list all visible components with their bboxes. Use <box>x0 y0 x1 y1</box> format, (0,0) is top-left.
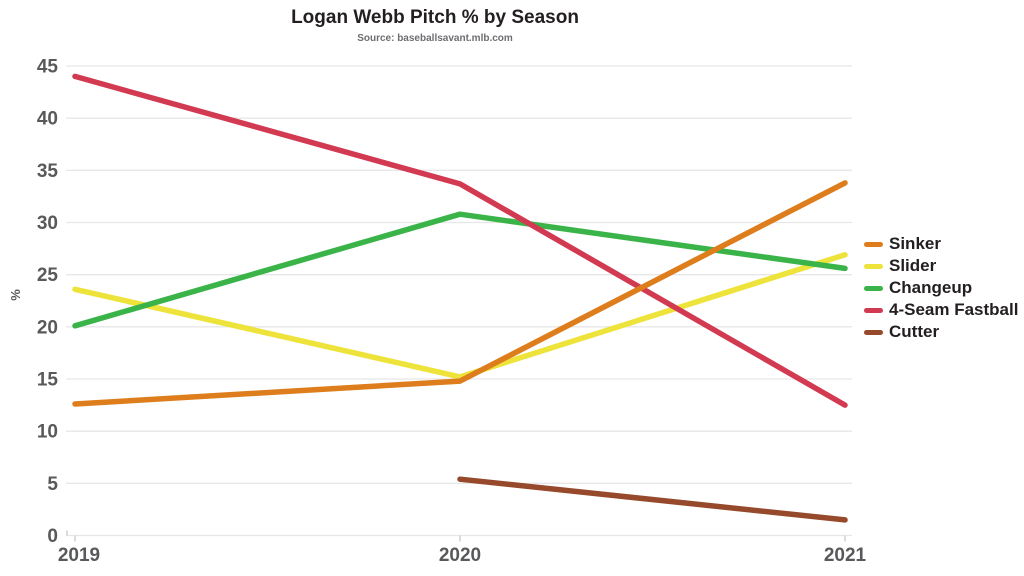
x-tick-label-2021: 2021 <box>824 545 867 566</box>
x-tick-label-2019: 2019 <box>58 545 100 566</box>
legend-item-changeup: Changeup <box>864 277 1018 299</box>
y-tick-label-5: 5 <box>47 474 58 495</box>
legend-label-slider: Slider <box>889 256 937 275</box>
legend-label-4-seam-fastball: 4-Seam Fastball <box>889 300 1019 319</box>
y-tick-label-25: 25 <box>37 265 59 286</box>
series-line-changeup <box>72 211 848 329</box>
y-tick-label-15: 15 <box>37 370 59 391</box>
legend-item-sinker: Sinker <box>864 233 1018 255</box>
legend-item-4-seam-fastball: 4-Seam Fastball <box>864 299 1018 321</box>
chart-title: Logan Webb Pitch % by Season <box>291 7 579 28</box>
legend-swatch-sinker <box>864 241 883 247</box>
series-line-4-seam-fastball <box>72 73 848 408</box>
y-tick-label-0: 0 <box>47 526 58 547</box>
y-tick-label-10: 10 <box>37 422 58 443</box>
x-tick-label-2020: 2020 <box>439 545 481 566</box>
y-tick-label-30: 30 <box>37 213 58 234</box>
legend-item-cutter: Cutter <box>864 321 1018 343</box>
legend: Sinker Slider Changeup 4-Seam Fastball Cutte… <box>864 233 1018 343</box>
series-line-cutter <box>457 476 848 523</box>
series-line-sinker <box>72 180 848 407</box>
y-tick-label-20: 20 <box>37 317 58 338</box>
legend-swatch-4-seam-fastball <box>864 307 883 313</box>
y-tick-label-40: 40 <box>37 109 58 130</box>
legend-label-sinker: Sinker <box>889 234 941 253</box>
y-axis-title: % <box>8 289 23 301</box>
legend-item-slider: Slider <box>864 255 1018 277</box>
legend-label-cutter: Cutter <box>889 322 940 341</box>
legend-label-changeup: Changeup <box>889 278 973 297</box>
legend-swatch-changeup <box>864 285 883 291</box>
y-tick-label-45: 45 <box>37 57 59 78</box>
legend-swatch-cutter <box>864 329 883 335</box>
legend-swatch-slider <box>864 263 883 269</box>
y-tick-label-35: 35 <box>37 161 59 182</box>
chart-subtitle: Source: baseballsavant.mlb.com <box>357 33 513 44</box>
series-line-slider <box>72 252 848 380</box>
